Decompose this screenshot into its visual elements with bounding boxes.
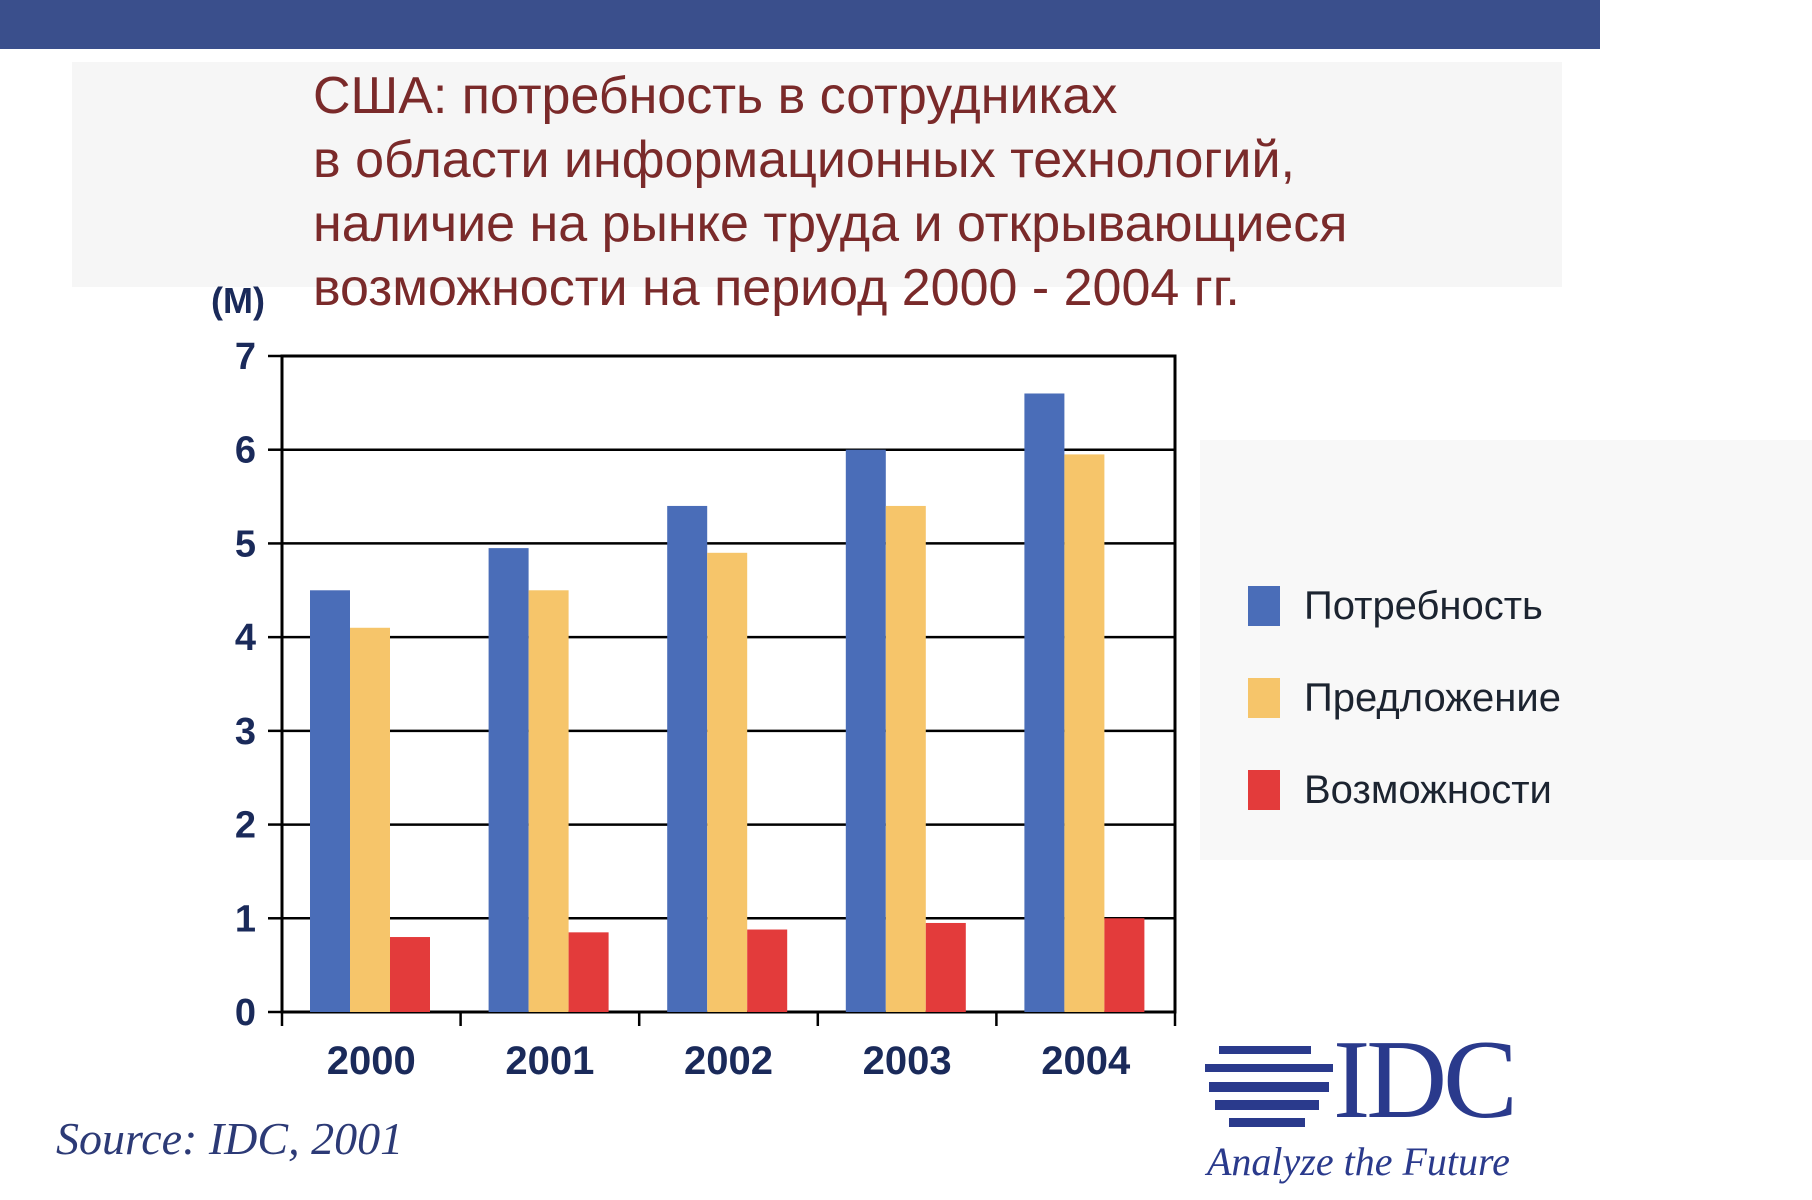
bar-2003-0	[845, 449, 886, 1012]
bar-2000-2	[390, 937, 430, 1012]
bar-2002-1	[707, 552, 748, 1012]
x-tick-label-1: 2001	[505, 1039, 594, 1083]
legend-label-supply: Предложение	[1304, 675, 1561, 720]
y-tick-label-0: 0	[235, 992, 256, 1034]
bar-2002-0	[667, 505, 708, 1012]
y-tick-label-6: 6	[235, 430, 256, 472]
legend-background	[1200, 440, 1812, 860]
bar-2001-1	[528, 590, 569, 1012]
bar-2000-0	[310, 590, 350, 1012]
chart-title: США: потребность в сотрудниках в области…	[313, 64, 1613, 320]
bar-2003-2	[925, 922, 966, 1012]
title-line-2: в области информационных технологий,	[313, 131, 1295, 189]
x-tick-label-2: 2002	[684, 1039, 773, 1083]
bar-2000-1	[350, 627, 390, 1012]
legend-label-demand: Потребность	[1304, 583, 1543, 628]
bar-2004-0	[1024, 393, 1065, 1012]
title-background	[72, 62, 1562, 287]
y-tick-label-2: 2	[235, 805, 256, 847]
x-tick-label-4: 2004	[1041, 1039, 1131, 1083]
legend-label-opportunities: Возможности	[1304, 767, 1552, 812]
legend-swatch-opportunities	[1248, 770, 1280, 810]
y-tick-label-1: 1	[235, 898, 256, 940]
bar-2001-0	[488, 548, 529, 1012]
y-tick-label-4: 4	[235, 617, 256, 659]
bar-2003-1	[885, 505, 926, 1012]
legend-item-supply: Предложение	[1248, 652, 1561, 744]
title-line-4: возможности на период 2000 - 2004 гг.	[313, 259, 1240, 317]
y-tick-label-5: 5	[235, 523, 256, 565]
idc-globe-icon	[1205, 1046, 1333, 1127]
title-line-3: наличие на рынке труда и открывающиеся	[313, 195, 1348, 253]
x-tick-label-0: 2000	[327, 1039, 416, 1083]
bar-2001-2	[568, 932, 609, 1012]
bar-2004-1	[1064, 454, 1105, 1012]
legend-item-demand: Потребность	[1248, 560, 1561, 652]
legend-swatch-demand	[1248, 586, 1280, 626]
legend-item-opportunities: Возможности	[1248, 744, 1561, 836]
legend-swatch-supply	[1248, 678, 1280, 718]
title-line-1: США: потребность в сотрудниках	[313, 67, 1118, 125]
x-tick-label-3: 2003	[863, 1039, 952, 1083]
logo-tagline: Analyze the Future	[1207, 1139, 1510, 1184]
y-axis-unit-label: (M)	[211, 280, 265, 321]
legend: Потребность Предложение Возможности	[1248, 560, 1561, 836]
bar-2004-2	[1104, 918, 1145, 1012]
idc-logo: IDC Analyze the Future	[1205, 1024, 1545, 1188]
source-note: Source: IDC, 2001	[56, 1113, 404, 1164]
y-tick-label-3: 3	[235, 711, 256, 753]
y-tick-label-7: 7	[235, 336, 256, 378]
logo-wordmark: IDC	[1333, 1018, 1518, 1142]
bar-2002-2	[747, 929, 788, 1012]
top-banner-bar	[0, 0, 1600, 49]
